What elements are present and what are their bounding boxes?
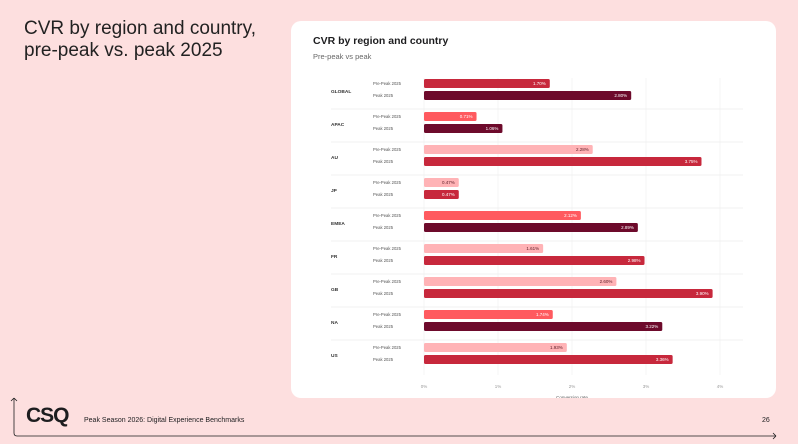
csq-logo: CSQ: [26, 404, 70, 427]
bar: [424, 223, 638, 232]
footer-title: Peak Season 2026: Digital Experience Ben…: [84, 417, 245, 424]
bar: [424, 244, 544, 253]
category-label: APAC: [331, 122, 345, 128]
category-label: GB: [331, 287, 339, 293]
category-label: EMEA: [331, 221, 345, 227]
bar-value-label: 2.60%: [600, 279, 613, 284]
bar: [424, 256, 645, 265]
series-row-label: Pre-Peak 2025: [373, 180, 402, 185]
page-number: 26: [762, 417, 770, 424]
category-label: NA: [331, 320, 338, 326]
bar: [424, 343, 567, 352]
bar-value-label: 2.12%: [564, 213, 577, 218]
x-tick-label: 0%: [421, 384, 428, 389]
bar: [424, 145, 593, 154]
series-row-label: Pre-Peak 2025: [373, 312, 402, 317]
bar-value-label: 0.47%: [442, 180, 455, 185]
category-label: AU: [331, 155, 338, 161]
series-row-label: Pre-Peak 2025: [373, 114, 402, 119]
bar-value-label: 0.47%: [442, 192, 455, 197]
bar-value-label: 0.71%: [460, 114, 473, 119]
x-tick-label: 4%: [717, 384, 724, 389]
bar-value-label: 2.80%: [614, 93, 627, 98]
bar-value-label: 3.75%: [685, 159, 698, 164]
bar: [424, 277, 617, 286]
chart-subtitle: Pre-peak vs peak: [313, 52, 372, 61]
series-row-label: Pre-Peak 2025: [373, 279, 402, 284]
category-label: US: [331, 353, 338, 359]
bar: [424, 355, 673, 364]
bar: [424, 124, 503, 133]
bar-value-label: 1.70%: [533, 81, 546, 86]
bar: [424, 79, 550, 88]
series-row-label: Peak 2025: [373, 126, 394, 131]
bar: [424, 310, 553, 319]
bar-value-label: 1.06%: [486, 126, 499, 131]
chart-card: CVR by region and country Pre-peak vs pe…: [291, 21, 776, 398]
bar-value-label: 2.28%: [576, 147, 589, 152]
series-row-label: Peak 2025: [373, 93, 394, 98]
series-row-label: Pre-Peak 2025: [373, 345, 402, 350]
bar-chart: 0% 1% 2% 3% 4% GLOBAL Pre-Peak 2025 1.70% Peak 2…: [331, 78, 743, 398]
bar: [424, 190, 459, 199]
series-row-label: Peak 2025: [373, 225, 394, 230]
bar: [424, 157, 702, 166]
series-row-label: Pre-Peak 2025: [373, 147, 402, 152]
page-headline: CVR by region and country, pre-peak vs. …: [24, 18, 256, 61]
category-label: FR: [331, 254, 338, 260]
x-tick-label: 1%: [495, 384, 502, 389]
series-row-label: Peak 2025: [373, 291, 394, 296]
series-row-label: Peak 2025: [373, 324, 394, 329]
bar: [424, 178, 459, 187]
bar-value-label: 1.93%: [550, 345, 563, 350]
bar-value-label: 2.98%: [628, 258, 641, 263]
series-row-label: Pre-Peak 2025: [373, 213, 402, 218]
category-label: JP: [331, 188, 338, 194]
bar: [424, 322, 663, 331]
chart-title: CVR by region and country: [313, 35, 449, 47]
bar-value-label: 3.90%: [696, 291, 709, 296]
bar: [424, 289, 713, 298]
series-row-label: Peak 2025: [373, 192, 394, 197]
bar-value-label: 3.22%: [646, 324, 659, 329]
bar: [424, 91, 632, 100]
series-row-label: Peak 2025: [373, 258, 394, 263]
x-tick-label: 2%: [569, 384, 576, 389]
category-label: GLOBAL: [331, 89, 351, 95]
bar: [424, 112, 477, 121]
series-row-label: Peak 2025: [373, 159, 394, 164]
bar-value-label: 3.36%: [656, 357, 669, 362]
series-row-label: Pre-Peak 2025: [373, 81, 402, 86]
bar-value-label: 2.89%: [621, 225, 634, 230]
x-axis-label: Conversion rate: [556, 395, 588, 398]
bar: [424, 211, 581, 220]
series-row-label: Peak 2025: [373, 357, 394, 362]
bar-value-label: 1.61%: [526, 246, 539, 251]
series-row-label: Pre-Peak 2025: [373, 246, 402, 251]
bar-value-label: 1.74%: [536, 312, 549, 317]
x-tick-label: 3%: [643, 384, 650, 389]
